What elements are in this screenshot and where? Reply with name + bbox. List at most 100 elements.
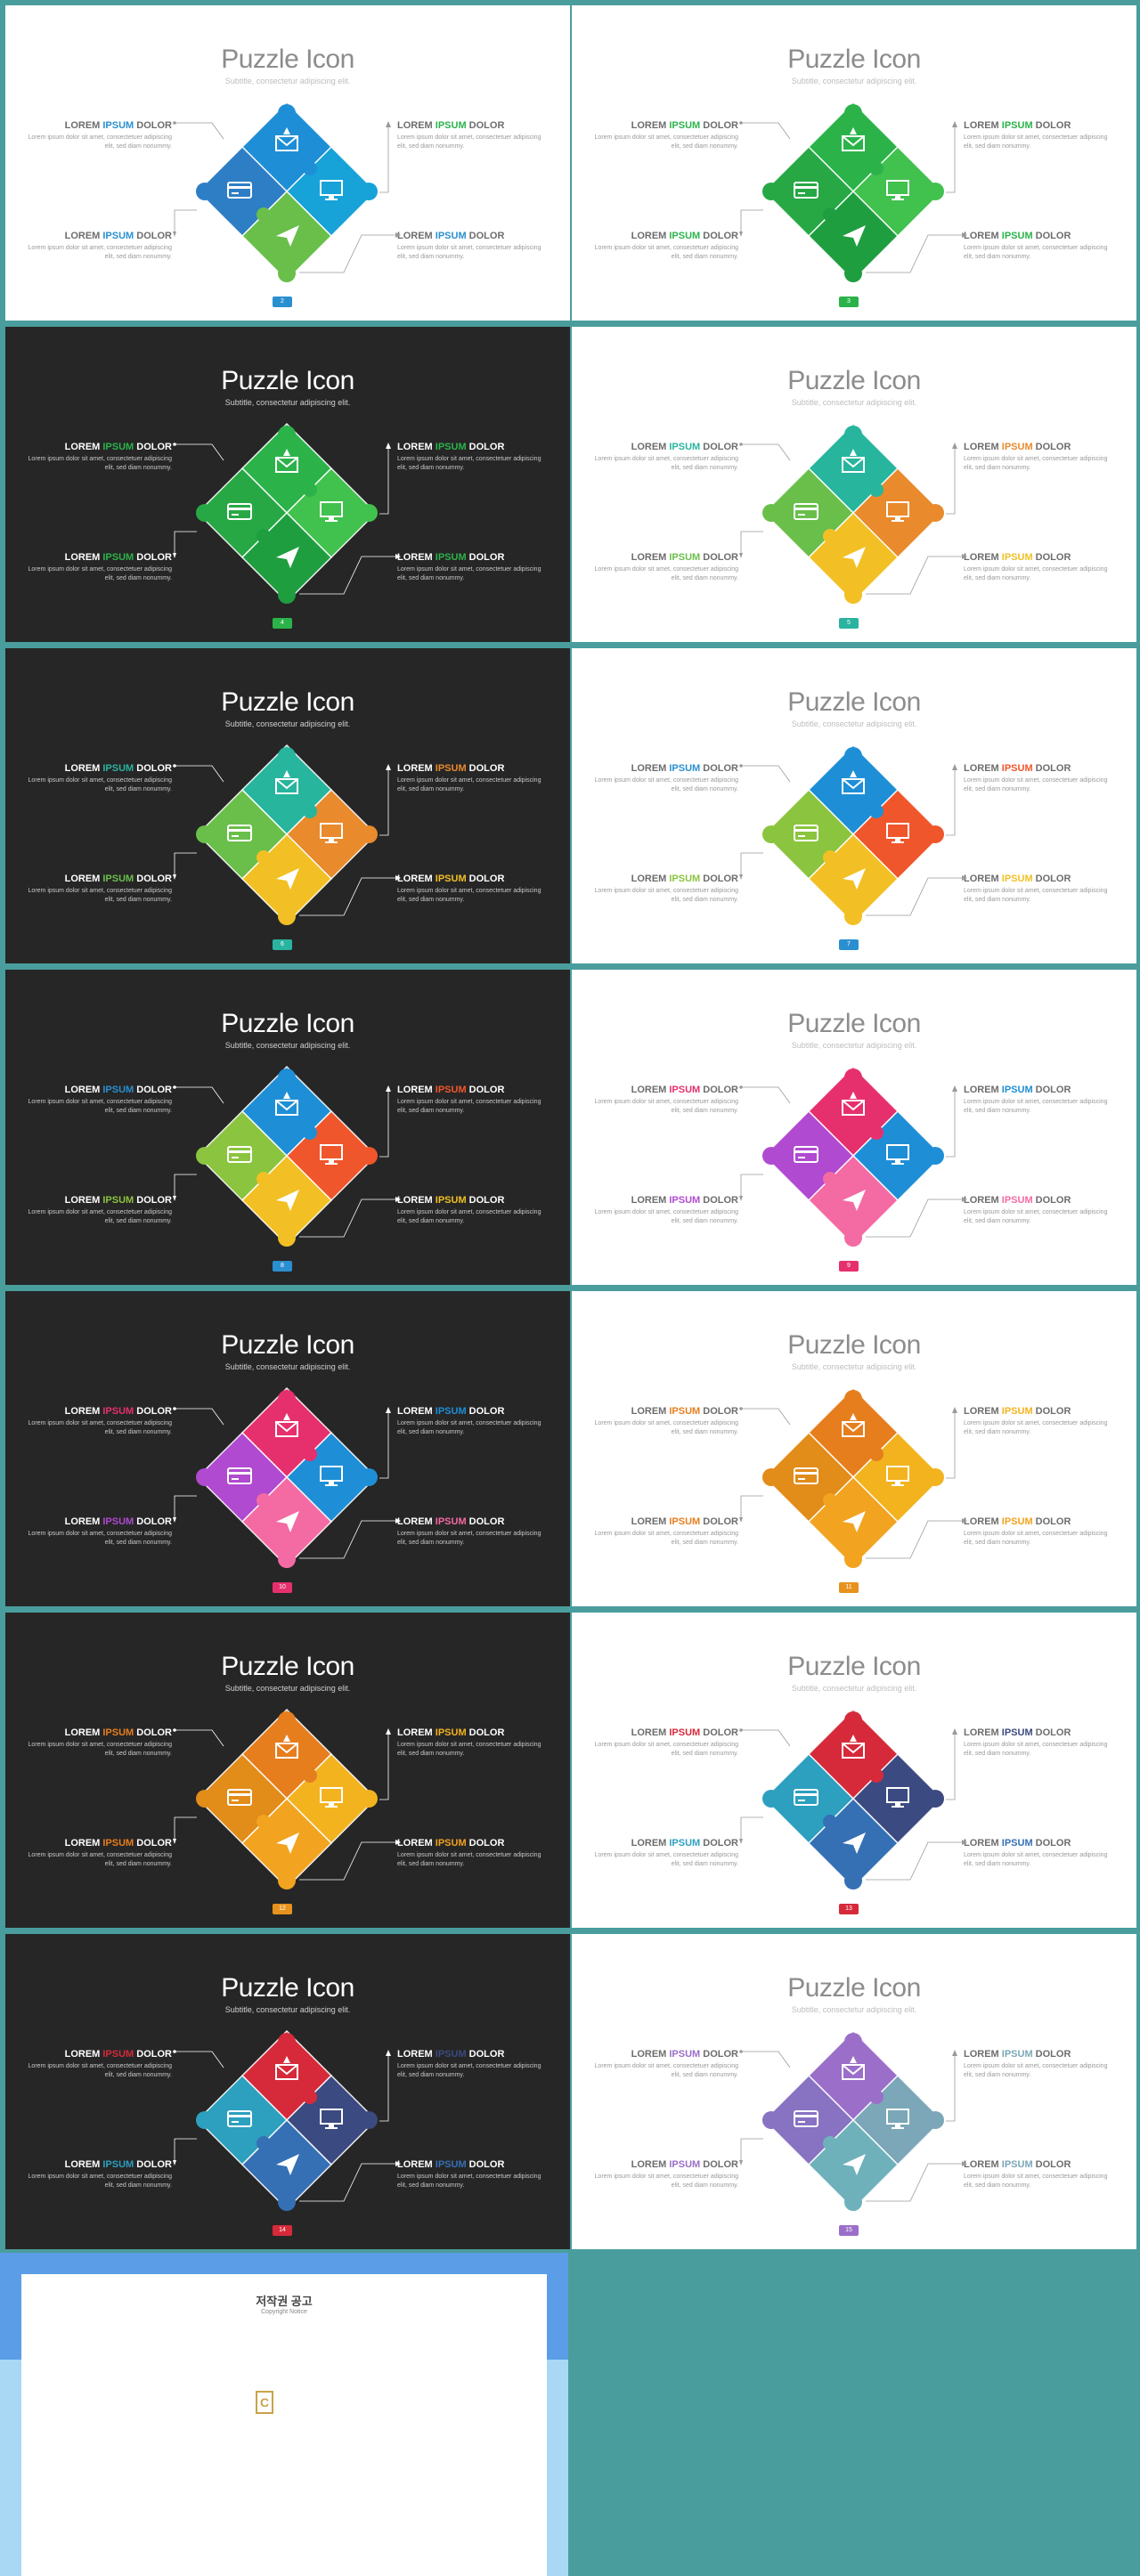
puzzle-knob [278,426,296,443]
page-number: 5 [839,618,859,629]
block-heading: LOREM IPSUM DOLOR [631,1085,738,1095]
slide-subtitle: Subtitle, consectetur adipiscing elit. [791,398,917,407]
block-body: Lorem ipsum dolor sit amet, consectetuer… [397,2174,542,2189]
slide-subtitle: Subtitle, consectetur adipiscing elit. [791,77,917,85]
slide-title: Puzzle Icon [787,1652,921,1681]
text-block-4: LOREM IPSUM DOLOR Lorem ipsum dolor sit a… [397,230,544,262]
block-body: Lorem ipsum dolor sit amet, consectetuer… [594,1099,738,1114]
slide-title: Puzzle Icon [221,1652,354,1681]
puzzle-knob [278,1550,296,1568]
puzzle-knob [360,1468,378,1486]
block-heading: LOREM IPSUM DOLOR [964,120,1071,131]
puzzle-knob [844,1711,862,1729]
paper-plane-icon [276,868,299,890]
block-heading: LOREM IPSUM DOLOR [64,120,172,131]
slide-title: Puzzle Icon [221,366,354,395]
paper-plane-icon [276,1190,299,1211]
block-heading: LOREM IPSUM DOLOR [631,1838,738,1849]
block-body: Lorem ipsum dolor sit amet, consectetuer… [28,566,172,581]
block-heading: LOREM IPSUM DOLOR [964,2049,1071,2060]
puzzle-graphic [196,2029,378,2211]
paper-plane-icon [276,225,299,247]
block-heading: LOREM IPSUM DOLOR [397,1406,505,1417]
paper-plane-icon [843,2154,866,2175]
block-body: Lorem ipsum dolor sit amet, consectetuer… [397,1742,542,1757]
page-number: 2 [273,297,292,307]
block-body: Lorem ipsum dolor sit amet, consectetuer… [28,1420,172,1435]
text-block-4: LOREM IPSUM DOLOR Lorem ipsum dolor sit a… [397,2158,544,2190]
connector-lines [173,1728,401,1881]
mail-icon [275,2056,298,2080]
block-body: Lorem ipsum dolor sit amet, consectetuer… [594,888,738,903]
connector-lines [739,764,967,916]
block-body: Lorem ipsum dolor sit amet, consectetuer… [397,2063,542,2078]
block-heading: LOREM IPSUM DOLOR [631,1727,738,1738]
block-heading: LOREM IPSUM DOLOR [964,874,1071,884]
puzzle-knob [869,483,884,497]
puzzle-knob [278,104,296,122]
text-block-2: LOREM IPSUM DOLOR Lorem ipsum dolor sit a… [397,119,544,151]
puzzle-knob [926,825,944,843]
puzzle-knob [762,504,780,522]
copyright-slide: 저작권 공고 Copyright Notice C [0,2253,568,2576]
puzzle-knob [926,183,944,200]
copyright-paper: 저작권 공고 Copyright Notice [21,2274,547,2576]
puzzle-knob [823,207,837,222]
block-body: Lorem ipsum dolor sit amet, consectetuer… [594,245,738,260]
puzzle-knob [844,1229,862,1247]
block-body: Lorem ipsum dolor sit amet, consectetuer… [28,245,172,260]
puzzle-knob [844,586,862,604]
block-body: Lorem ipsum dolor sit amet, consectetuer… [594,1420,738,1435]
slide-7: Puzzle Icon Subtitle, consectetur adipisc… [572,648,1136,963]
puzzle-knob [926,504,944,522]
text-block-3: LOREM IPSUM DOLOR Lorem ipsum dolor sit a… [591,551,738,583]
block-heading: LOREM IPSUM DOLOR [397,1838,505,1849]
text-block-1: LOREM IPSUM DOLOR Lorem ipsum dolor sit a… [591,2048,738,2080]
block-heading: LOREM IPSUM DOLOR [964,1085,1071,1095]
puzzle-knob [926,2111,944,2129]
credit-card-icon [794,1467,818,1484]
puzzle-knob [303,161,317,175]
block-heading: LOREM IPSUM DOLOR [964,1838,1071,1849]
puzzle-knob [869,1125,884,1140]
slide-title: Puzzle Icon [787,687,921,717]
paper-plane-icon [843,225,866,247]
mail-icon [275,449,298,473]
paper-plane-icon [843,1190,866,1211]
mail-icon [275,1735,298,1759]
block-heading: LOREM IPSUM DOLOR [631,2159,738,2170]
puzzle-graphic [762,1386,944,1568]
text-block-3: LOREM IPSUM DOLOR Lorem ipsum dolor sit a… [591,2158,738,2190]
slide-subtitle: Subtitle, consectetur adipiscing elit. [224,77,351,85]
block-heading: LOREM IPSUM DOLOR [964,552,1071,563]
block-heading: LOREM IPSUM DOLOR [964,1406,1071,1417]
mail-icon [842,1413,865,1437]
text-block-1: LOREM IPSUM DOLOR Lorem ipsum dolor sit a… [591,119,738,151]
monitor-icon [320,1144,343,1165]
puzzle-knob [256,1172,271,1186]
block-body: Lorem ipsum dolor sit amet, consectetuer… [397,1099,542,1114]
puzzle-knob [844,264,862,282]
block-body: Lorem ipsum dolor sit amet, consectetuer… [964,1852,1108,1867]
text-block-2: LOREM IPSUM DOLOR Lorem ipsum dolor sit a… [964,441,1111,473]
puzzle-knob [278,2193,296,2211]
puzzle-knob [869,1768,884,1783]
credit-card-icon [227,1146,252,1163]
block-body: Lorem ipsum dolor sit amet, consectetuer… [28,456,172,471]
connector-lines [173,443,401,595]
mail-icon [275,770,298,794]
block-body: Lorem ipsum dolor sit amet, consectetuer… [594,1852,738,1867]
block-body: Lorem ipsum dolor sit amet, consectetuer… [28,888,172,903]
connector-lines [739,2050,967,2202]
puzzle-knob [823,2136,837,2150]
mail-icon [842,127,865,151]
puzzle-knob [844,747,862,765]
monitor-icon [886,1787,909,1808]
puzzle-knob [823,850,837,865]
page-number: 11 [839,1582,859,1593]
slide-title: Puzzle Icon [787,366,921,395]
block-heading: LOREM IPSUM DOLOR [964,1195,1071,1206]
puzzle-knob [196,1790,214,1808]
slide-8: Puzzle Icon Subtitle, consectetur adipisc… [5,970,570,1285]
block-heading: LOREM IPSUM DOLOR [397,552,505,563]
